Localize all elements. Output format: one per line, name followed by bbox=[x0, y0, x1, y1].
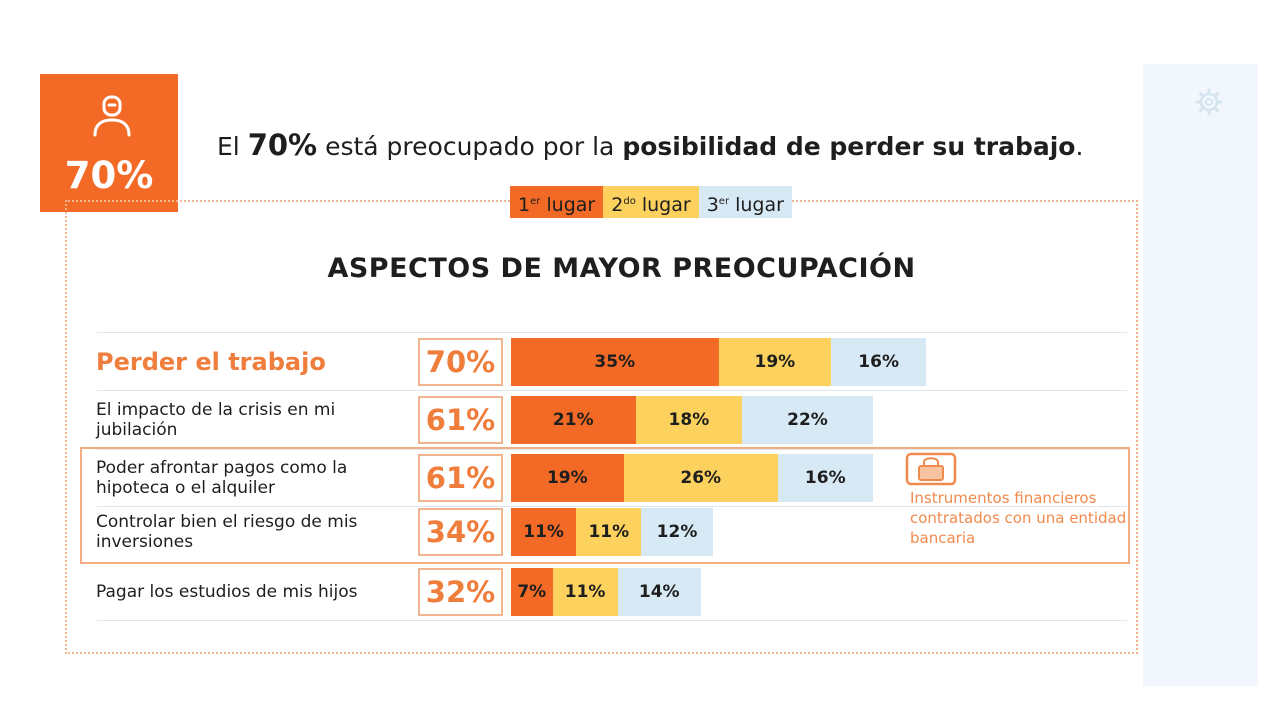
category-label: Perder el trabajo bbox=[96, 348, 326, 376]
headline-mid: está preocupado por la bbox=[317, 132, 623, 161]
bar-segment: 19% bbox=[718, 338, 832, 386]
bar-segment: 22% bbox=[742, 396, 873, 444]
bar-segment: 18% bbox=[635, 396, 743, 444]
financial-instruments-highlight bbox=[80, 447, 1130, 564]
headline-pre: El bbox=[217, 132, 248, 161]
legend-number: 3 bbox=[706, 194, 719, 216]
category-label: Poder afrontar pagos como la hipoteca o … bbox=[96, 458, 348, 498]
total-value: 32% bbox=[418, 568, 503, 616]
row-divider bbox=[97, 620, 1127, 621]
row-divider bbox=[97, 449, 1127, 450]
row-divider bbox=[97, 390, 1127, 391]
person-icon bbox=[93, 95, 131, 137]
category-label: Pagar los estudios de mis hijos bbox=[96, 582, 358, 602]
category-label: El impacto de la crisis en mi jubilación bbox=[96, 400, 336, 440]
headline: El 70% está preocupado por la posibilida… bbox=[217, 128, 1083, 162]
legend-suffix-sup: er bbox=[530, 196, 541, 207]
side-panel bbox=[1143, 64, 1258, 686]
bar-segment: 16% bbox=[831, 338, 927, 386]
total-value: 70% bbox=[418, 338, 503, 386]
bar-segment: 16% bbox=[777, 454, 873, 502]
legend-text: lugar bbox=[540, 194, 596, 216]
total-value: 34% bbox=[418, 508, 503, 556]
total-value: 61% bbox=[418, 396, 503, 444]
bar-segment: 35% bbox=[511, 338, 719, 386]
bar-segment: 19% bbox=[511, 454, 624, 502]
legend-item: 2do lugar bbox=[603, 186, 699, 218]
stat-badge: 70% bbox=[40, 74, 178, 212]
bar-segment: 11% bbox=[511, 508, 577, 556]
bar-segment: 26% bbox=[623, 454, 778, 502]
category-label: Controlar bien el riesgo de mis inversio… bbox=[96, 512, 358, 552]
safe-box-icon bbox=[905, 452, 957, 486]
headline-bold: posibilidad de perder su trabajo bbox=[622, 132, 1076, 161]
note-text: Instrumentos financieros contratados con… bbox=[910, 489, 1127, 547]
legend-suffix-sup: er bbox=[718, 196, 730, 207]
legend-text: lugar bbox=[729, 194, 784, 216]
legend-text: lugar bbox=[635, 194, 691, 216]
row-divider bbox=[97, 332, 1127, 333]
badge-value: 70% bbox=[64, 154, 154, 197]
headline-pct: 70% bbox=[247, 128, 318, 162]
bar-segment: 14% bbox=[617, 568, 701, 616]
legend-number: 1 bbox=[518, 194, 531, 216]
legend-number: 2 bbox=[611, 194, 624, 216]
bar-segment: 7% bbox=[511, 568, 553, 616]
bar-segment: 11% bbox=[576, 508, 642, 556]
legend: 1er lugar 2do lugar 3er lugar bbox=[510, 186, 792, 218]
headline-end: . bbox=[1075, 132, 1084, 161]
legend-suffix-sup: do bbox=[623, 196, 636, 207]
legend-item: 3er lugar bbox=[698, 186, 792, 218]
chart-title: ASPECTOS DE MAYOR PREOCUPACIÓN bbox=[327, 253, 916, 284]
bar-segment: 21% bbox=[511, 396, 636, 444]
gear-icon bbox=[1195, 88, 1223, 116]
bar-segment: 11% bbox=[552, 568, 618, 616]
bar-segment: 12% bbox=[641, 508, 713, 556]
row-divider bbox=[97, 506, 1127, 507]
total-value: 61% bbox=[418, 454, 503, 502]
legend-item: 1er lugar bbox=[510, 186, 604, 218]
